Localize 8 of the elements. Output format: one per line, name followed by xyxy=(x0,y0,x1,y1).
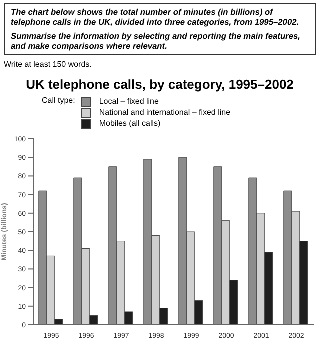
legend-label: Mobiles (all calls) xyxy=(99,119,161,128)
text: Write at least 150 words. xyxy=(4,60,93,69)
text: Summarise the information by selecting and reporting the main features, and make comparisons where relevant. xyxy=(11,31,302,51)
legend-label: Local – fixed line xyxy=(99,97,159,106)
text: The chart below shows the total number of minutes (in billions) of telephone calls in the UK, divided into three categories, from 1995–2002. xyxy=(11,7,300,27)
legend-title: Call type: xyxy=(42,96,76,107)
chart-title: UK telephone calls, by category, 1995–2002 xyxy=(25,77,295,92)
legend-label: National and international – fixed line xyxy=(99,108,231,117)
